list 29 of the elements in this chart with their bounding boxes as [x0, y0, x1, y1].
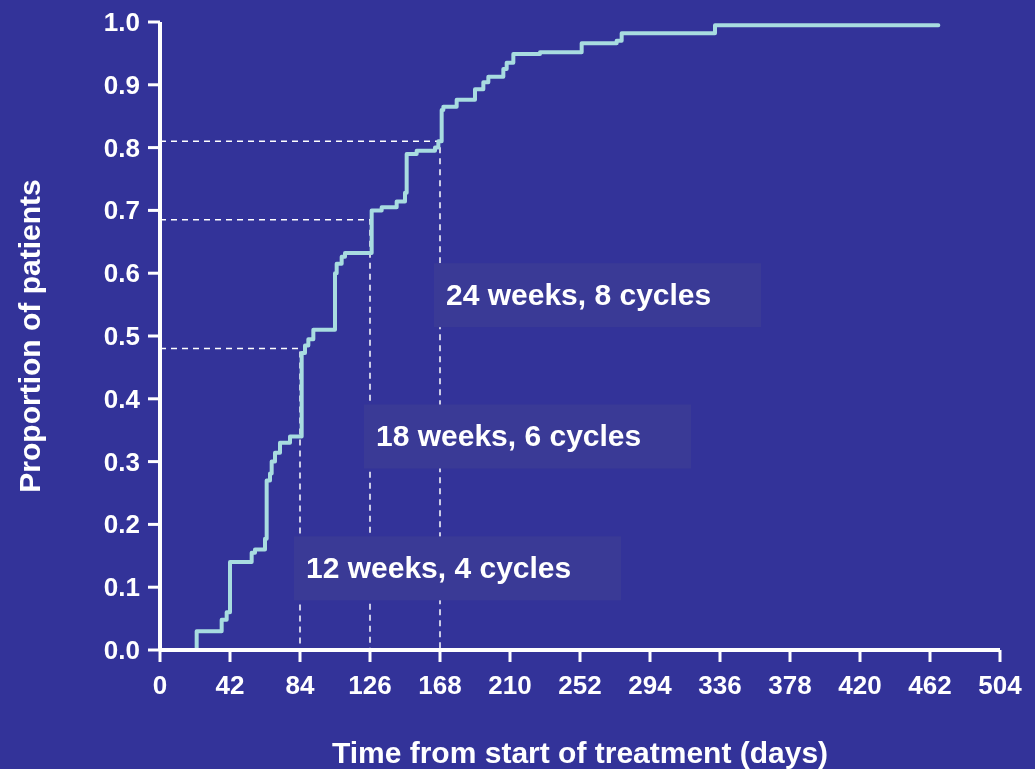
annotation: 12 weeks, 4 cycles: [306, 551, 572, 585]
x-tick-label: 336: [698, 670, 742, 700]
y-tick-label: 0.6: [103, 258, 140, 289]
annotation: 24 weeks, 8 cycles: [446, 278, 712, 312]
x-tick-label: 0: [152, 670, 168, 700]
x-tick-label: 252: [558, 670, 602, 700]
x-tick-label: 462: [908, 670, 952, 700]
x-tick-label: 168: [418, 670, 462, 700]
y-tick-label: 0.9: [103, 69, 140, 100]
y-tick-label: 0.1: [103, 572, 140, 603]
y-tick-label: 0.8: [103, 132, 140, 163]
y-tick-label: 0.7: [103, 195, 140, 226]
y-axis-title: Proportion of patients: [13, 179, 46, 493]
x-tick-label: 294: [628, 670, 673, 700]
x-tick-label: 378: [768, 670, 812, 700]
x-tick-label: 126: [348, 670, 392, 700]
x-tick-label: 42: [215, 670, 245, 700]
y-tick-label: 0.4: [103, 383, 141, 414]
y-tick-label: 0.3: [103, 446, 140, 477]
x-tick-label: 84: [285, 670, 315, 700]
y-tick-label: 0.2: [103, 509, 140, 540]
y-tick-label: 0.0: [103, 635, 140, 665]
annotation: 18 weeks, 6 cycles: [376, 419, 642, 453]
y-tick-label: 1.0: [103, 7, 140, 37]
x-axis-title: Time from start of treatment (days): [331, 736, 829, 769]
x-tick-label: 210: [488, 670, 532, 700]
x-tick-label: 504: [978, 670, 1023, 700]
x-tick-label: 420: [838, 670, 882, 700]
y-tick-label: 0.5: [103, 321, 140, 351]
